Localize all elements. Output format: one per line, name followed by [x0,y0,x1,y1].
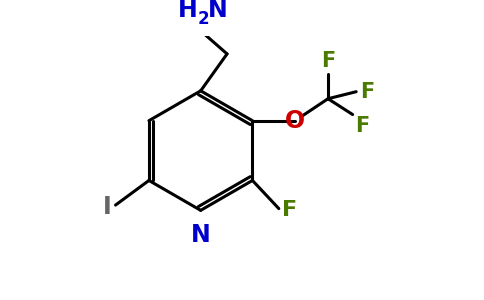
Text: I: I [103,195,112,219]
Text: F: F [355,116,370,136]
Text: F: F [321,51,335,70]
Text: 2: 2 [198,10,210,28]
Text: H: H [178,0,197,22]
Text: N: N [191,223,211,247]
Text: O: O [285,109,305,133]
Text: F: F [360,82,374,102]
Text: F: F [282,200,298,220]
Text: N: N [208,0,227,22]
